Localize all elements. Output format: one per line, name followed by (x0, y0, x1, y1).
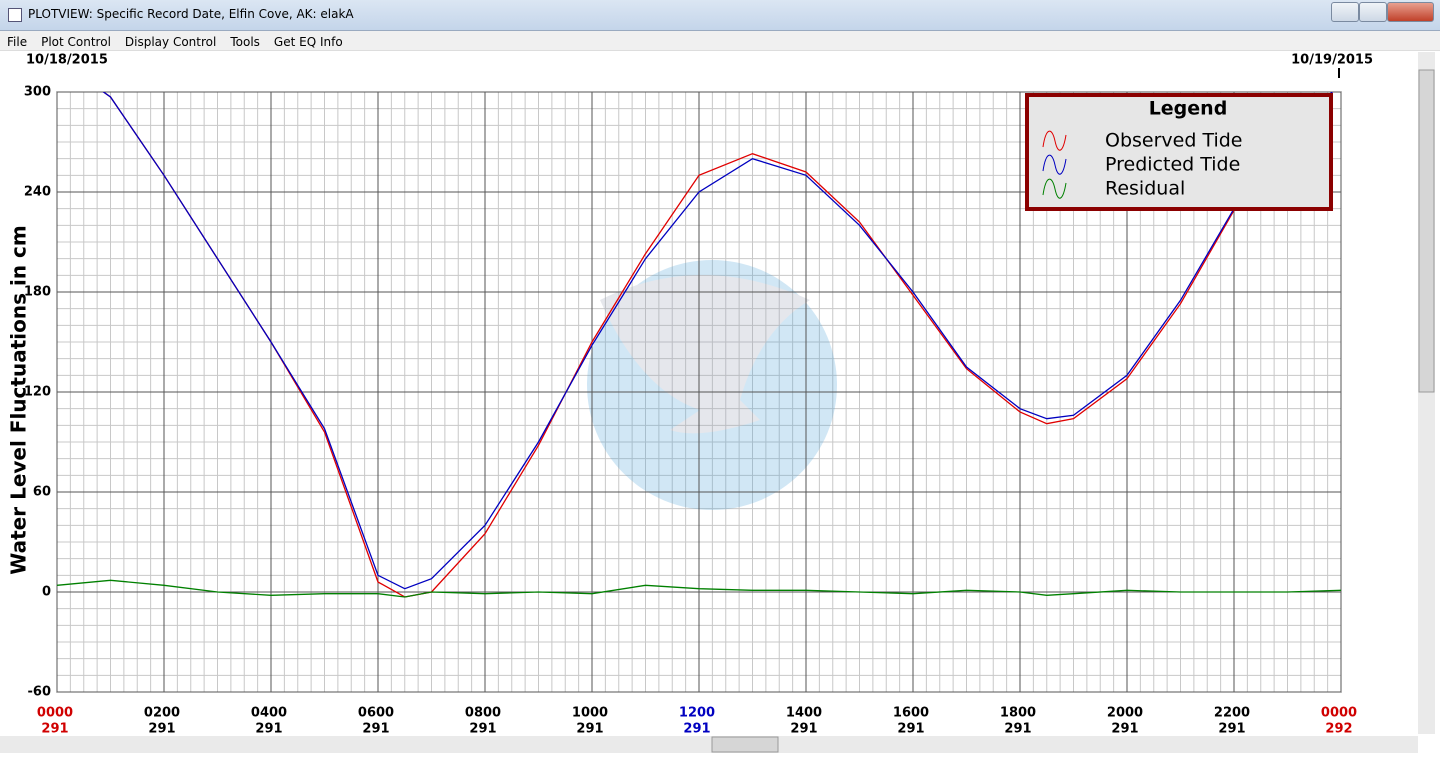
x-day-label: 291 (1218, 722, 1245, 737)
menu-item[interactable]: Plot Control (41, 35, 111, 49)
x-day-label: 291 (362, 722, 389, 737)
y-tick-label: 120 (24, 385, 51, 400)
x-day-label: 292 (1325, 722, 1352, 737)
close-button[interactable] (1387, 2, 1434, 22)
end-date: 10/19/2015 (1291, 53, 1373, 68)
x-day-label: 291 (1111, 722, 1138, 737)
x-tick-label: 1400 (786, 706, 822, 721)
x-day-label: 291 (576, 722, 603, 737)
menu-item[interactable]: Tools (230, 35, 260, 49)
legend-box (1025, 93, 1333, 211)
start-date: 10/18/2015 (26, 53, 108, 68)
app-icon (8, 8, 22, 22)
x-day-label: 291 (683, 722, 710, 737)
x-tick-label: 1000 (572, 706, 608, 721)
legend-label: Predicted Tide (1105, 154, 1240, 176)
window-title: PLOTVIEW: Specific Record Date, Elfin Co… (28, 7, 354, 21)
series-line (102, 92, 1334, 590)
x-tick-label: 0800 (465, 706, 501, 721)
y-tick-label: 300 (24, 85, 51, 100)
x-day-label: 291 (790, 722, 817, 737)
scroll-thumb[interactable] (711, 736, 779, 753)
x-day-label: 291 (1004, 722, 1031, 737)
x-tick-label: 1200 (679, 706, 715, 721)
series-group (57, 92, 1341, 598)
x-day-label: 291 (255, 722, 282, 737)
maximize-button[interactable] (1359, 2, 1387, 22)
menu-item[interactable]: Get EQ Info (273, 35, 343, 49)
horizontal-scrollbar[interactable] (0, 736, 1418, 753)
y-tick-label: 240 (24, 185, 51, 200)
x-tick-label: 2000 (1107, 706, 1143, 721)
menu-item[interactable]: Display Control (124, 35, 217, 49)
x-tick-label: 0600 (358, 706, 394, 721)
y-tick-label: 60 (33, 485, 51, 500)
x-tick-label: 1800 (1000, 706, 1036, 721)
y-tick-label: 0 (42, 585, 51, 600)
x-tick-label: 0200 (144, 706, 180, 721)
x-tick-label: 1600 (893, 706, 929, 721)
x-day-label: 291 (897, 722, 924, 737)
legend-label: Observed Tide (1105, 130, 1243, 152)
x-day-label: 291 (148, 722, 175, 737)
x-day-label: 291 (469, 722, 496, 737)
y-tick-label: 180 (24, 285, 51, 300)
y-tick-label: -60 (28, 685, 52, 700)
menu-item[interactable]: File (7, 35, 28, 49)
minimize-button[interactable] (1331, 2, 1359, 22)
menu-bar: File Plot Control Display Control Tools Get … (0, 31, 1440, 51)
legend-swatch (1042, 154, 1067, 175)
legend-swatch (1042, 178, 1067, 199)
scroll-thumb[interactable] (1418, 69, 1435, 393)
x-day-label: 291 (41, 722, 68, 737)
series-line (57, 579, 1341, 598)
x-tick-label: 0000 (37, 706, 73, 721)
title-bar: PLOTVIEW: Specific Record Date, Elfin Co… (0, 0, 1440, 31)
legend-swatch (1042, 130, 1067, 151)
legend-label: Residual (1105, 178, 1185, 200)
x-tick-label: 2200 (1214, 706, 1250, 721)
watermark (587, 260, 837, 510)
x-tick-label: 0400 (251, 706, 287, 721)
legend-title: Legend (1149, 98, 1228, 120)
x-tick-label: 0000 (1321, 706, 1357, 721)
y-axis-label: Water Level Fluctuations in cm (7, 225, 31, 574)
